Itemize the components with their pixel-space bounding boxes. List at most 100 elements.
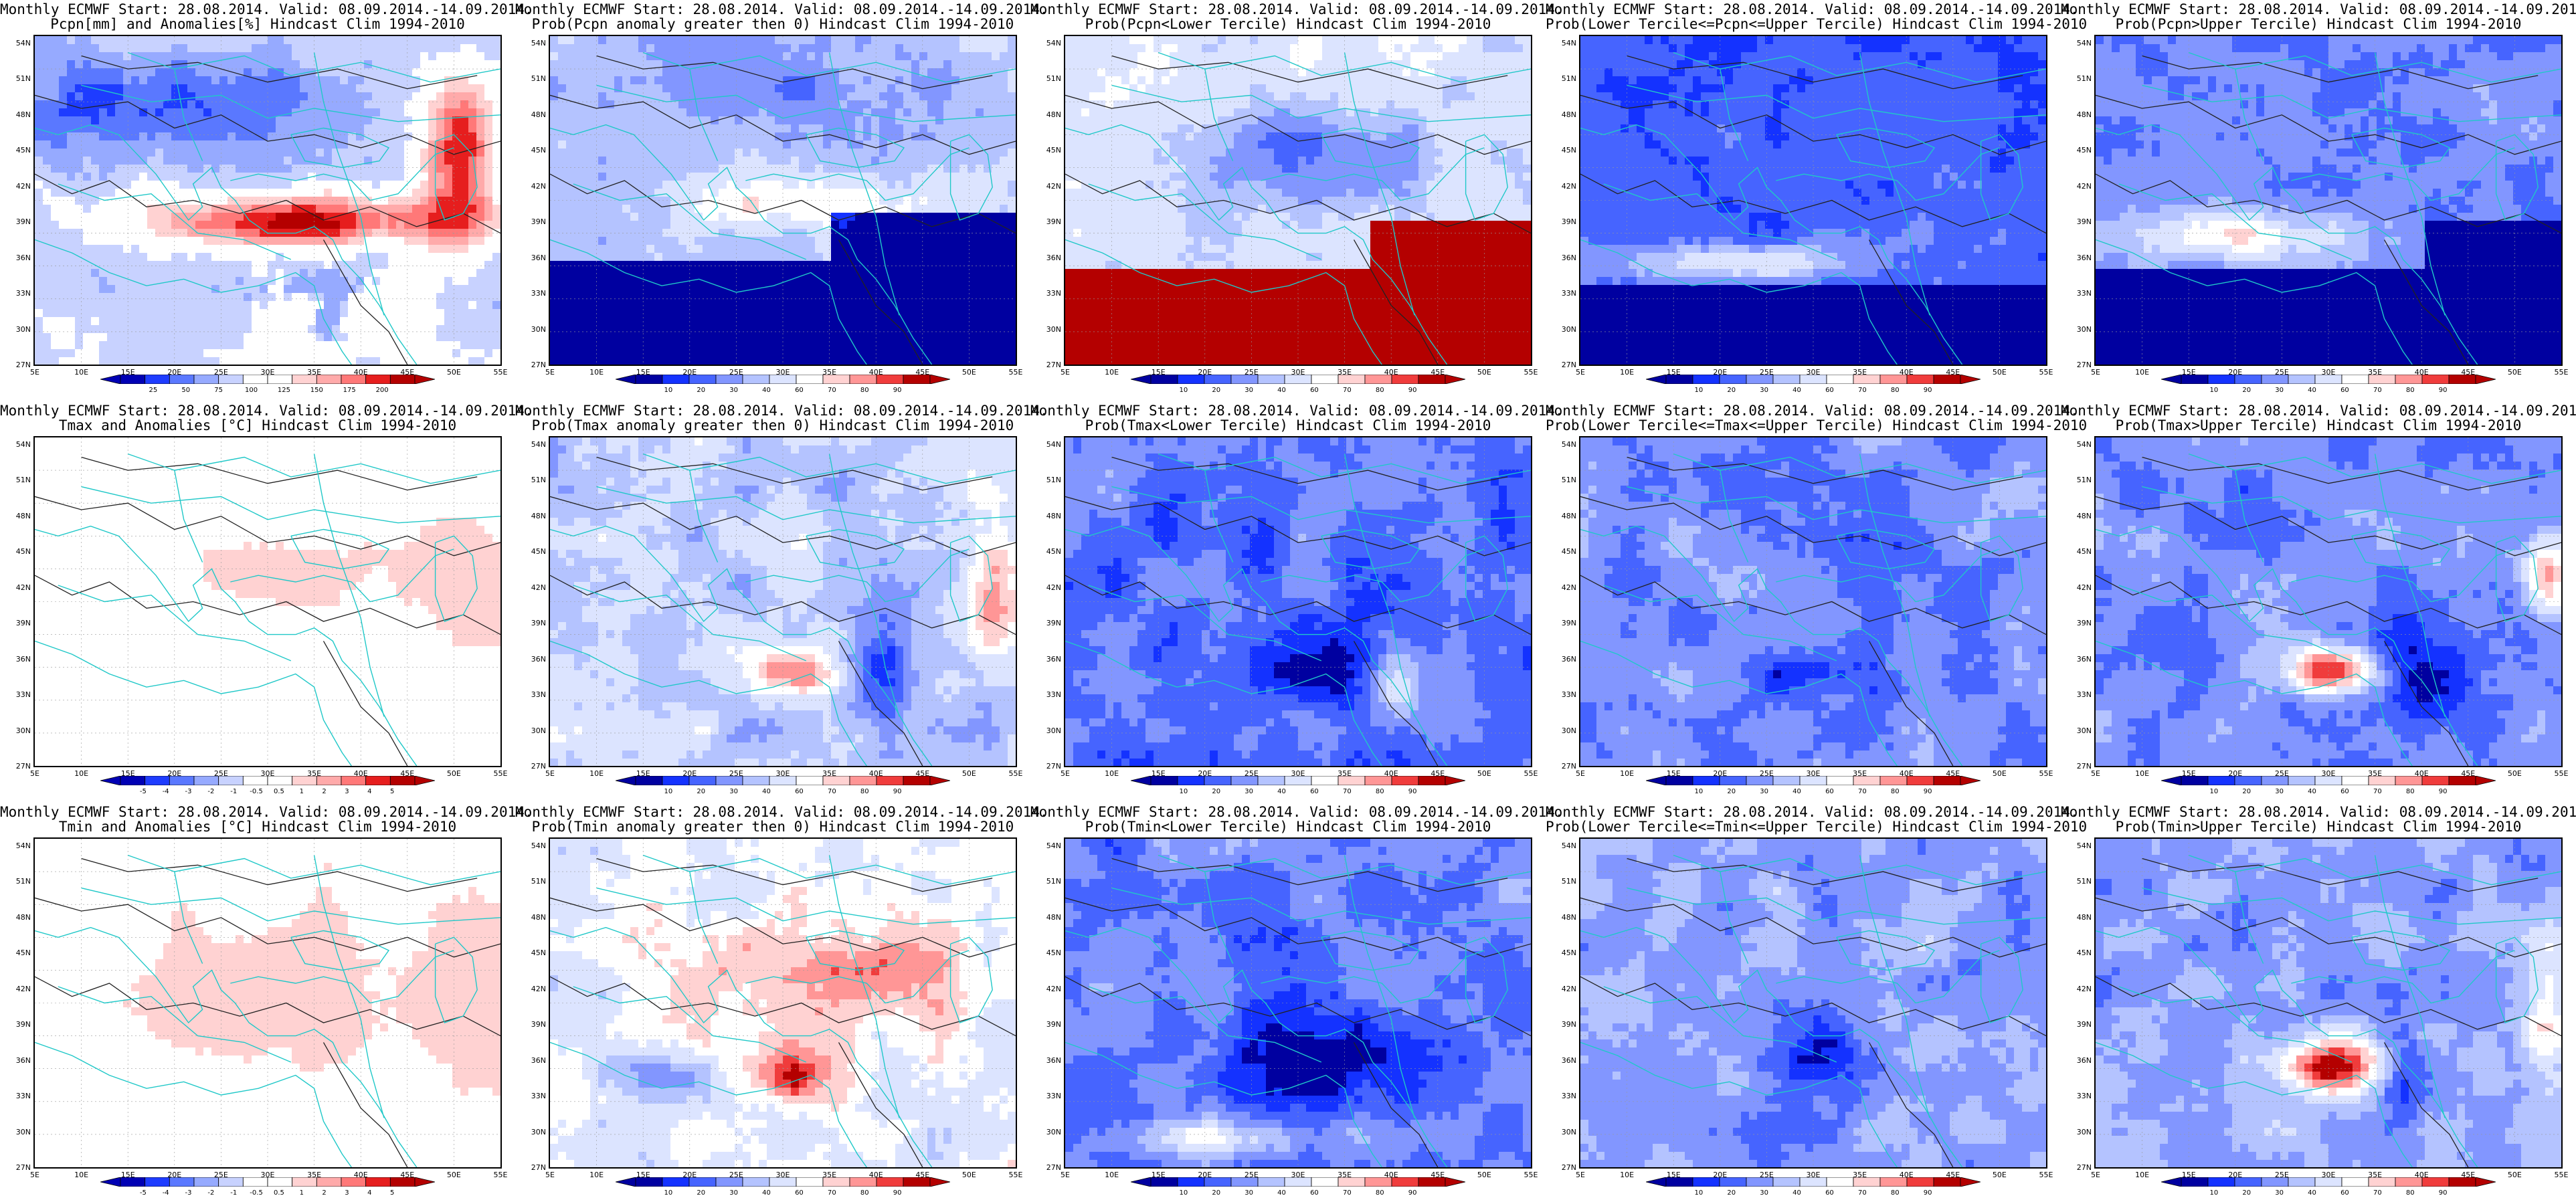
lat-tick-label: 51N bbox=[2066, 74, 2092, 83]
colorbar-swatch bbox=[1799, 375, 1827, 384]
colorbar-swatches bbox=[1646, 776, 1981, 785]
colorbar-swatches bbox=[2161, 375, 2496, 384]
lat-tick-label: 54N bbox=[1036, 39, 1061, 47]
lat-tick-label: 42N bbox=[5, 182, 31, 191]
colorbar-swatch bbox=[742, 776, 770, 785]
lat-tick-label: 30N bbox=[2066, 325, 2092, 334]
lat-tick-label: 54N bbox=[1036, 440, 1061, 449]
lat-tick-label: 33N bbox=[1551, 690, 1576, 699]
lon-tick-label: 55E bbox=[1002, 368, 1029, 377]
map-field bbox=[550, 839, 1016, 1167]
colorbar-tick-label: -0.5 bbox=[243, 1189, 270, 1197]
lat-tick-label: 27N bbox=[521, 762, 546, 771]
panel-title: Monthly ECMWF Start: 28.08.2014. Valid: … bbox=[1030, 804, 1564, 820]
colorbar-swatch bbox=[876, 375, 904, 384]
colorbar-swatch bbox=[218, 776, 244, 785]
colorbar-swatch bbox=[1257, 1177, 1285, 1187]
colorbar bbox=[616, 776, 950, 785]
colorbar-swatch bbox=[2207, 776, 2235, 785]
lon-tick-label: 10E bbox=[1099, 769, 1125, 778]
colorbar-tick-label: 60 bbox=[2331, 788, 2358, 795]
lat-tick-label: 36N bbox=[521, 1056, 546, 1065]
colorbar-swatch bbox=[1338, 1177, 1366, 1187]
colorbar-swatch bbox=[1364, 375, 1392, 384]
lon-tick-label: 10E bbox=[1614, 1171, 1641, 1179]
lat-tick-label: 33N bbox=[5, 289, 31, 298]
panel-subtitle: Prob(Tmax<Lower Tercile) Hindcast Clim 1… bbox=[1030, 417, 1546, 433]
colorbar-swatch bbox=[742, 1177, 770, 1187]
panel-subtitle: Prob(Tmax>Upper Tercile) Hindcast Clim 1… bbox=[2061, 417, 2576, 433]
colorbar-swatch bbox=[2368, 1177, 2396, 1187]
panel-title: Monthly ECMWF Start: 28.08.2014. Valid: … bbox=[1546, 1, 2079, 17]
colorbar-swatch bbox=[1746, 375, 1774, 384]
colorbar-swatch bbox=[1853, 776, 1881, 785]
colorbar-swatch bbox=[242, 776, 268, 785]
map-panel: Monthly ECMWF Start: 28.08.2014. Valid: … bbox=[0, 0, 533, 401]
colorbar-swatches bbox=[616, 776, 950, 785]
colorbar-swatch bbox=[903, 375, 931, 384]
lat-tick-label: 54N bbox=[1036, 841, 1061, 850]
colorbar-tick-label: 80 bbox=[2397, 1189, 2423, 1197]
lat-tick-label: 39N bbox=[1036, 619, 1061, 627]
lat-tick-label: 45N bbox=[521, 146, 546, 155]
lat-tick-label: 45N bbox=[5, 146, 31, 155]
colorbar-tick-label: 70 bbox=[2364, 788, 2391, 795]
colorbar-tick-label: 20 bbox=[688, 387, 715, 394]
colorbar-swatch bbox=[1772, 776, 1801, 785]
lat-tick-label: 39N bbox=[521, 1020, 546, 1029]
colorbar-tick-label: -3 bbox=[175, 788, 202, 795]
map-plot bbox=[1064, 837, 1532, 1169]
colorbar-swatch bbox=[635, 375, 663, 384]
lon-tick-label: 55E bbox=[1517, 1171, 1544, 1179]
colorbar-tick-label: 80 bbox=[1881, 788, 1908, 795]
lon-tick-label: 50E bbox=[2501, 368, 2528, 377]
lat-tick-label: 30N bbox=[1036, 726, 1061, 735]
colorbar-swatches bbox=[1131, 776, 1465, 785]
lat-tick-label: 30N bbox=[521, 325, 546, 334]
lon-tick-label: 55E bbox=[487, 1171, 514, 1179]
map-plot bbox=[1579, 436, 2047, 767]
colorbar-tick-label: 80 bbox=[2397, 788, 2423, 795]
colorbar-swatch bbox=[1692, 1177, 1720, 1187]
lat-tick-label: 51N bbox=[5, 877, 31, 886]
lat-tick-label: 33N bbox=[521, 690, 546, 699]
map-panel: Monthly ECMWF Start: 28.08.2014. Valid: … bbox=[0, 803, 533, 1204]
colorbar-tick-label: 10 bbox=[2201, 1189, 2227, 1197]
lat-tick-label: 36N bbox=[1551, 254, 1576, 262]
colorbar-tick-label: 70 bbox=[818, 387, 845, 394]
lat-tick-label: 30N bbox=[5, 1128, 31, 1136]
colorbar-tick-label: 80 bbox=[851, 387, 878, 394]
colorbar-swatch bbox=[316, 776, 342, 785]
colorbar-swatch bbox=[292, 375, 317, 384]
lat-tick-label: 36N bbox=[1551, 1056, 1576, 1065]
colorbar-tick-label: 90 bbox=[2429, 387, 2456, 394]
lon-tick-label: 10E bbox=[68, 368, 95, 377]
colorbar bbox=[1131, 1177, 1465, 1187]
colorbar-tick-label: -5 bbox=[130, 788, 157, 795]
colorbar-swatch bbox=[1933, 375, 1961, 384]
map-field bbox=[1580, 437, 2046, 766]
colorbar-swatch bbox=[365, 776, 391, 785]
lat-tick-label: 27N bbox=[1551, 762, 1576, 771]
lon-tick-label: 5E bbox=[21, 769, 48, 778]
colorbar-swatch bbox=[145, 1177, 170, 1187]
lat-tick-label: 27N bbox=[1551, 1163, 1576, 1172]
lat-tick-label: 51N bbox=[521, 74, 546, 83]
lon-tick-label: 55E bbox=[2548, 769, 2575, 778]
lat-tick-label: 33N bbox=[2066, 289, 2092, 298]
colorbar-tick-label: 125 bbox=[270, 387, 297, 394]
colorbar-swatch bbox=[145, 776, 170, 785]
lon-tick-label: 10E bbox=[1099, 1171, 1125, 1179]
lat-tick-label: 30N bbox=[5, 726, 31, 735]
panel-title: Monthly ECMWF Start: 28.08.2014. Valid: … bbox=[515, 1, 1048, 17]
lat-tick-label: 33N bbox=[1036, 690, 1061, 699]
lat-tick-label: 42N bbox=[1036, 985, 1061, 993]
lon-tick-label: 10E bbox=[68, 1171, 95, 1179]
colorbar-swatch bbox=[193, 1177, 219, 1187]
colorbar bbox=[2161, 1177, 2496, 1187]
colorbar-tick-label: 40 bbox=[1269, 387, 1295, 394]
colorbar-swatch bbox=[1150, 375, 1178, 384]
lat-tick-label: 54N bbox=[521, 841, 546, 850]
lat-tick-label: 30N bbox=[1551, 1128, 1576, 1136]
lat-tick-label: 42N bbox=[521, 985, 546, 993]
